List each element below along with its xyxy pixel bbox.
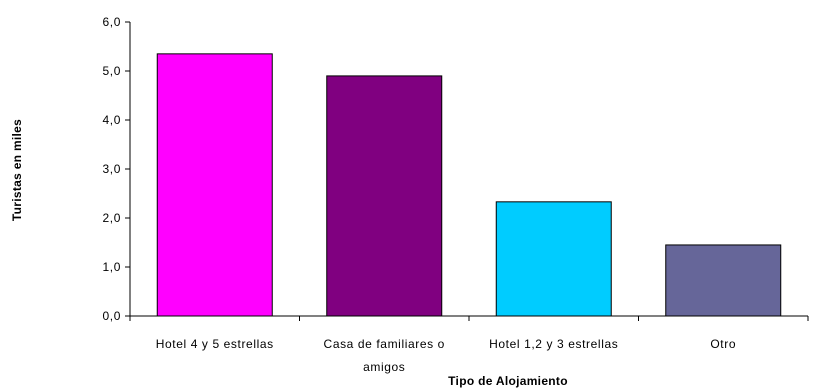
x-category-label: Hotel 1,2 y 3 estrellas bbox=[489, 337, 618, 351]
y-tick-label: 0,0 bbox=[103, 309, 121, 323]
bar bbox=[495, 201, 612, 317]
y-tick-label: 6,0 bbox=[103, 15, 121, 29]
x-category-label: Hotel 4 y 5 estrellas bbox=[156, 337, 274, 351]
y-tick-label: 2,0 bbox=[103, 211, 121, 225]
x-axis-title: Tipo de Alojamiento bbox=[448, 374, 568, 388]
y-axis-title: Turistas en miles bbox=[10, 119, 24, 221]
y-tick-label: 3,0 bbox=[103, 162, 121, 176]
bar bbox=[156, 53, 273, 317]
y-tick-label: 5,0 bbox=[103, 64, 121, 78]
x-axis bbox=[129, 315, 809, 321]
bar bbox=[326, 75, 443, 317]
y-tick-label: 4,0 bbox=[103, 113, 121, 127]
bars bbox=[156, 53, 782, 317]
y-axis: 0,0 1,0 2,0 3,0 4,0 5,0 6,0 bbox=[103, 15, 131, 323]
category-labels: Hotel 4 y 5 estrellas Casa de familiares … bbox=[156, 337, 736, 374]
y-tick-label: 1,0 bbox=[103, 260, 121, 274]
bar bbox=[665, 244, 782, 317]
x-category-label: Otro bbox=[710, 337, 736, 351]
x-category-label: Casa de familiares o amigos bbox=[324, 337, 445, 374]
